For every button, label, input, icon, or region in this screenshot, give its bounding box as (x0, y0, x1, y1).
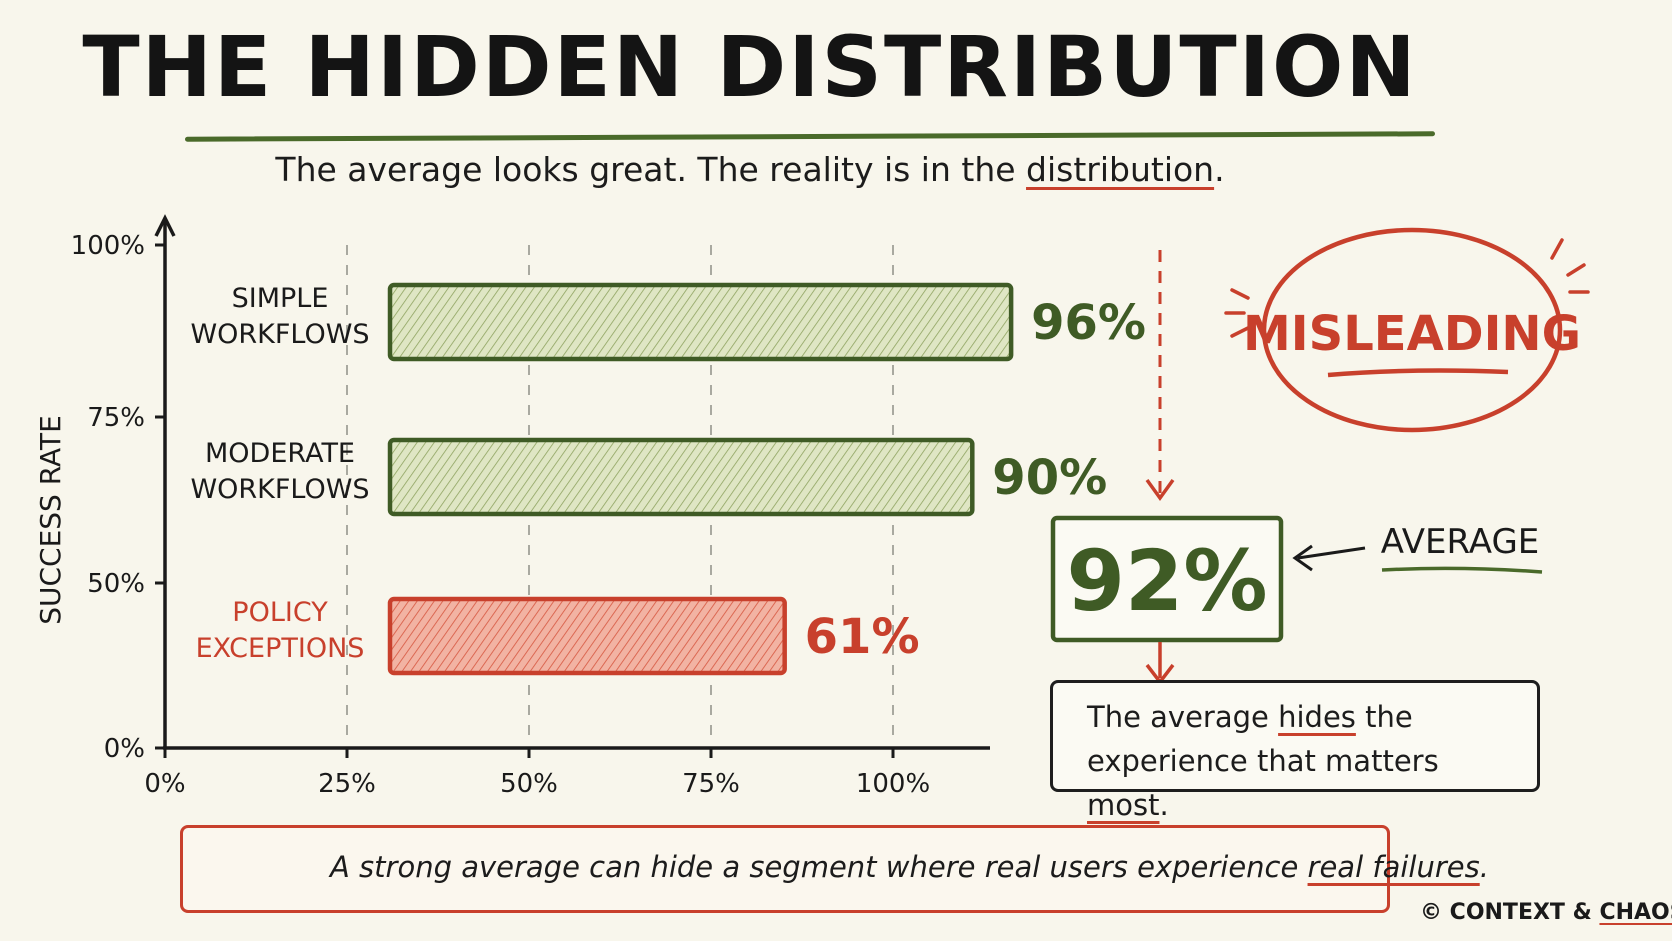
credit: © CONTEXT & CHAOS (1420, 900, 1672, 925)
bar-2 (387, 437, 975, 517)
page-title: THE HIDDEN DISTRIBUTION (82, 18, 1418, 116)
y-tick-label: 75% (87, 403, 145, 433)
category-label: WORKFLOWS (190, 319, 369, 350)
category-labels: SIMPLE WORKFLOWS MODERATE WORKFLOWS POLICY EX… (190, 283, 369, 664)
x-tick-label: 50% (500, 769, 558, 799)
callout-line-1: The average hides the (1087, 695, 1503, 739)
misleading-underline (1327, 368, 1509, 378)
x-tick-label: 100% (856, 769, 930, 799)
callout-text-1: The average (1087, 700, 1279, 734)
misleading-label: MISLEADING (1243, 306, 1581, 362)
callout-line-2: experience that matters most. (1087, 739, 1503, 827)
bar-value-label: 61% (805, 609, 920, 665)
average-box (1050, 515, 1284, 643)
callout-highlight-hides: hides (1278, 700, 1356, 734)
y-axis-label: SUCCESS RATE (34, 415, 67, 625)
category-label: POLICY (232, 597, 328, 628)
warning-highlight: real failures (1307, 850, 1480, 884)
bars: 96% 90% 61% (387, 282, 1146, 676)
bar-value-label: 96% (1031, 295, 1146, 351)
misleading-ellipse (1261, 227, 1563, 433)
subtitle-text: The average looks great. The reality is … (275, 150, 1027, 189)
bar-3 (387, 596, 787, 676)
subtitle-end: . (1214, 150, 1225, 189)
warning-text-main: A strong average can hide a segment wher… (330, 850, 1308, 884)
subtitle: The average looks great. The reality is … (0, 150, 1500, 189)
category-label: MODERATE (205, 438, 355, 469)
credit-highlight: CHAOS (1599, 900, 1672, 925)
callout-highlight-most: most (1087, 788, 1160, 822)
subtitle-highlight: distribution (1026, 150, 1215, 189)
callout-text-2b: . (1159, 788, 1169, 822)
bar-1 (387, 282, 1014, 362)
x-ticks: 0% 25% 50% 75% 100% (144, 748, 930, 799)
bar-value-label: 90% (992, 450, 1107, 506)
callout-text-1b: the (1355, 700, 1413, 734)
callout-text-2: experience that matters (1087, 744, 1439, 778)
callout-box: The average hides the experience that ma… (1050, 680, 1540, 822)
copyright-icon: © (1420, 900, 1442, 925)
category-label: EXCEPTIONS (196, 633, 365, 664)
warning-text-end: . (1479, 850, 1489, 884)
x-tick-label: 25% (318, 769, 376, 799)
emphasis-lines (1224, 238, 1590, 338)
average-pointer-line (1297, 546, 1366, 560)
average-underline (1381, 566, 1543, 574)
credit-text: CONTEXT & (1449, 900, 1600, 925)
warning-box (180, 825, 1390, 913)
average-value: 92% (1066, 532, 1267, 630)
warning-text: A strong average can hide a segment wher… (330, 850, 1489, 884)
y-tick-label: 100% (71, 231, 145, 261)
dashed-arrow-head (1145, 478, 1175, 501)
average-label: AVERAGE (1381, 522, 1540, 562)
y-axis-arrow (154, 214, 176, 237)
y-tick-label: 50% (87, 569, 145, 599)
x-tick-label: 75% (682, 769, 740, 799)
y-tick-label: 0% (104, 734, 145, 764)
y-ticks: 100% 75% 50% 0% (71, 231, 165, 764)
category-label: WORKFLOWS (190, 474, 369, 505)
average-pointer-head (1292, 544, 1313, 572)
category-label: SIMPLE (232, 283, 329, 314)
x-tick-label: 0% (144, 769, 185, 799)
